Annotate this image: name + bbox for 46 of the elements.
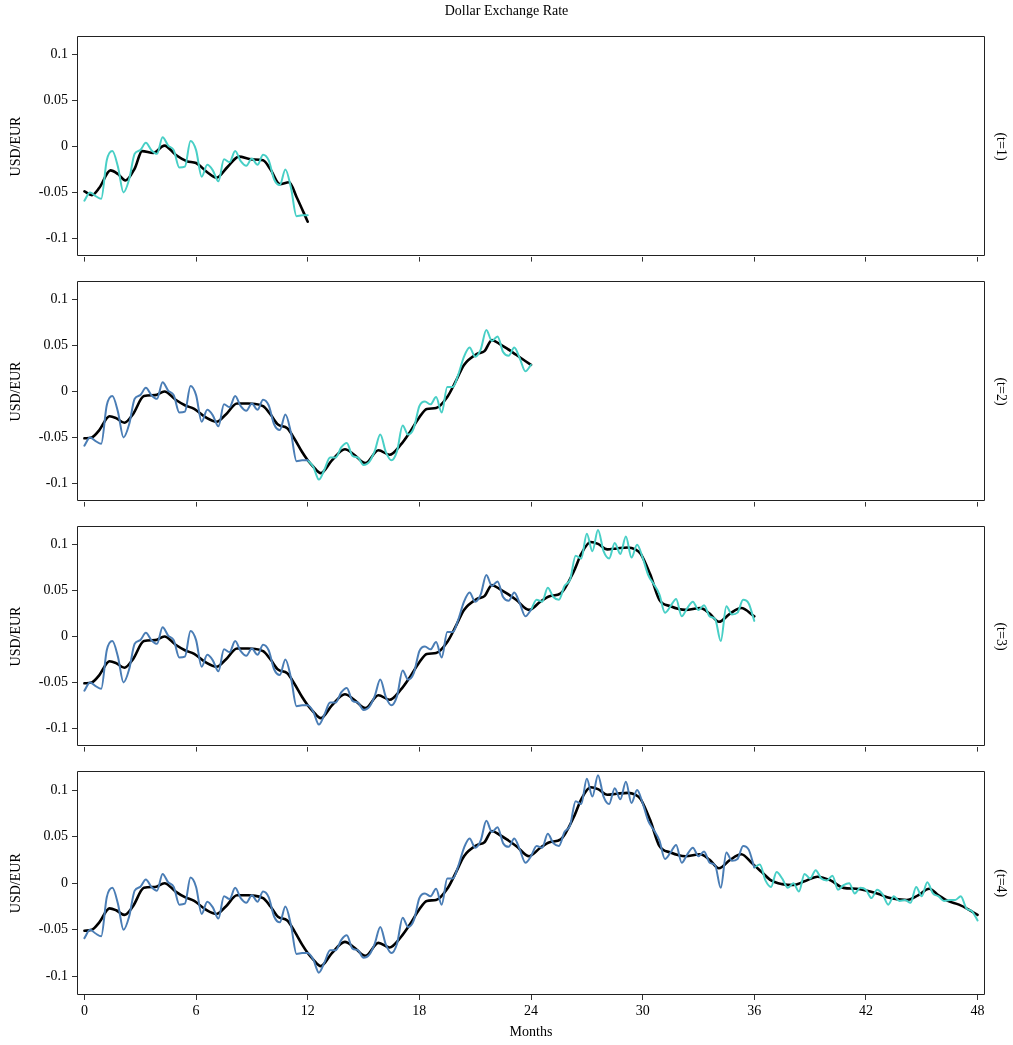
x-tick-label: 36 bbox=[747, 1003, 762, 1019]
y-tick-label: -0.1 bbox=[45, 229, 68, 245]
y2-axis-title: (t=1) bbox=[992, 132, 1009, 161]
y-tick-label: 0.05 bbox=[43, 337, 68, 353]
line-series bbox=[753, 863, 979, 922]
line-series bbox=[306, 329, 532, 481]
y-tick-label: 0.05 bbox=[43, 828, 68, 844]
y-axis-title: USD/EUR bbox=[8, 115, 24, 177]
y-axis-title: USD/EUR bbox=[8, 852, 24, 914]
line-series bbox=[83, 381, 309, 463]
x-tick-label: 48 bbox=[970, 1003, 985, 1019]
y-tick-label: 0.1 bbox=[50, 291, 68, 307]
y-tick-label: 0.05 bbox=[43, 582, 68, 598]
y-tick-label: 0.1 bbox=[50, 46, 68, 62]
y2-axis-title: (t=4) bbox=[992, 869, 1009, 898]
line-series bbox=[83, 574, 532, 726]
y-tick-label: -0.05 bbox=[38, 921, 68, 937]
y-tick-label: -0.1 bbox=[45, 719, 68, 735]
y-tick-label: -0.1 bbox=[45, 968, 68, 984]
y-tick-label: 0.05 bbox=[43, 92, 68, 108]
line-series bbox=[83, 136, 309, 218]
x-tick-label: 18 bbox=[412, 1003, 427, 1019]
y-tick-label: -0.1 bbox=[45, 474, 68, 490]
x-tick-label: 6 bbox=[192, 1003, 200, 1019]
x-tick-label: 12 bbox=[300, 1003, 315, 1019]
y-tick-label: 0 bbox=[61, 874, 68, 890]
y-tick-label: 0 bbox=[61, 383, 68, 399]
y-tick-label: 0.1 bbox=[50, 781, 68, 797]
y2-axis-title: (t=2) bbox=[992, 377, 1009, 406]
line-series bbox=[83, 774, 756, 974]
x-tick-label: 30 bbox=[635, 1003, 650, 1019]
y-tick-label: 0 bbox=[61, 138, 68, 154]
x-tick-label: 42 bbox=[858, 1003, 873, 1019]
line-series bbox=[530, 529, 756, 643]
y-tick-label: 0.1 bbox=[50, 536, 68, 552]
y-axis-title: USD/EUR bbox=[8, 360, 24, 422]
chart-title: Dollar Exchange Rate bbox=[443, 2, 570, 20]
y-axis-title: USD/EUR bbox=[8, 605, 24, 667]
x-tick-label: 0 bbox=[80, 1003, 88, 1019]
x-axis-title: Months bbox=[509, 1024, 553, 1040]
y-tick-label: -0.05 bbox=[38, 429, 68, 445]
y-tick-label: -0.05 bbox=[38, 674, 68, 690]
x-tick-label: 24 bbox=[524, 1003, 538, 1019]
y-tick-label: 0 bbox=[61, 628, 68, 644]
y-tick-label: -0.05 bbox=[38, 184, 68, 200]
y2-axis-title: (t=3) bbox=[992, 622, 1009, 651]
